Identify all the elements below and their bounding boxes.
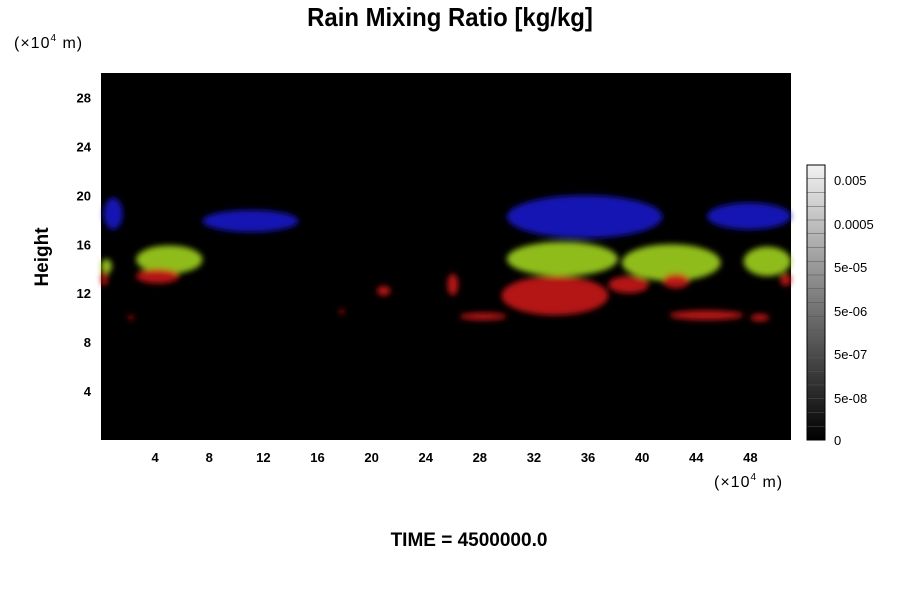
x-tick-label: 28 <box>473 450 487 465</box>
precip-region-red-15 <box>459 312 507 321</box>
precip-region-blue-2 <box>506 195 663 239</box>
y-tick-label: 4 <box>84 384 92 399</box>
precip-region-red-20 <box>750 313 770 322</box>
colorbar-tick-label: 5e-07 <box>834 347 867 362</box>
y-tick-label: 8 <box>84 335 91 350</box>
x-tick-label: 32 <box>527 450 541 465</box>
x-tick-label: 48 <box>743 450 757 465</box>
precip-region-red-18 <box>662 273 690 289</box>
precip-region-green-yellow-6 <box>506 241 618 277</box>
x-tick-label: 8 <box>206 450 213 465</box>
y-tick-label: 12 <box>77 286 91 301</box>
precip-region-red-14 <box>447 273 459 296</box>
precip-region-red-10 <box>136 268 180 284</box>
x-tick-label: 12 <box>256 450 270 465</box>
x-unit-suffix: m) <box>757 474 784 491</box>
y-unit-exponent: 4 <box>50 33 58 44</box>
precip-region-blue-3 <box>707 202 791 230</box>
x-axis-unit-label: (×104 m) <box>714 472 783 492</box>
precip-region-red-17 <box>608 276 649 294</box>
x-tick-label: 40 <box>635 450 649 465</box>
x-unit-exponent: 4 <box>750 472 758 483</box>
colorbar-tick-label: 5e-06 <box>834 304 867 319</box>
precip-region-blue-0 <box>103 197 123 230</box>
x-tick-label: 20 <box>364 450 378 465</box>
precip-region-red-9 <box>101 271 108 286</box>
precip-region-green-yellow-7 <box>621 244 721 281</box>
precip-region-red-11 <box>128 315 134 321</box>
precip-region-green-yellow-5 <box>136 245 203 274</box>
y-tick-label: 24 <box>77 139 92 154</box>
y-axis-unit-label: (×104 m) <box>14 33 83 53</box>
colorbar-tick-label: 0 <box>834 433 841 448</box>
y-tick-label: 20 <box>77 188 91 203</box>
x-tick-label: 24 <box>418 450 433 465</box>
x-tick-label: 16 <box>310 450 324 465</box>
chart-title: Rain Mixing Ratio [kg/kg] <box>307 2 593 32</box>
precip-region-green-yellow-4 <box>101 258 112 274</box>
precip-region-red-19 <box>669 310 744 321</box>
x-tick-label: 44 <box>689 450 704 465</box>
precip-region-red-13 <box>377 285 391 296</box>
precip-region-green-yellow-8 <box>743 246 792 277</box>
precip-region-blue-1 <box>202 210 299 233</box>
x-unit-prefix: (×10 <box>714 474 751 491</box>
y-unit-prefix: (×10 <box>14 35 51 52</box>
colorbar-tick-label: 5e-08 <box>834 391 867 406</box>
y-tick-label: 16 <box>77 237 91 252</box>
x-tick-label: 4 <box>152 450 160 465</box>
colorbar: 0.005 0.0005 5e-05 5e-06 5e-07 5e-08 0 <box>806 164 874 448</box>
colorbar-tick-label: 0.0005 <box>834 217 874 232</box>
colorbar-tick-label: 5e-05 <box>834 260 867 275</box>
colorbar-border <box>806 164 826 441</box>
precip-region-red-21 <box>780 273 792 286</box>
precip-region-red-12 <box>339 309 345 314</box>
y-tick-label: 28 <box>77 90 91 105</box>
precip-region-red-16 <box>501 276 609 316</box>
time-label: TIME = 4500000.0 <box>390 530 548 551</box>
y-unit-suffix: m) <box>57 35 84 52</box>
colorbar-tick-label: 0.005 <box>834 173 867 188</box>
x-tick-label: 36 <box>581 450 595 465</box>
